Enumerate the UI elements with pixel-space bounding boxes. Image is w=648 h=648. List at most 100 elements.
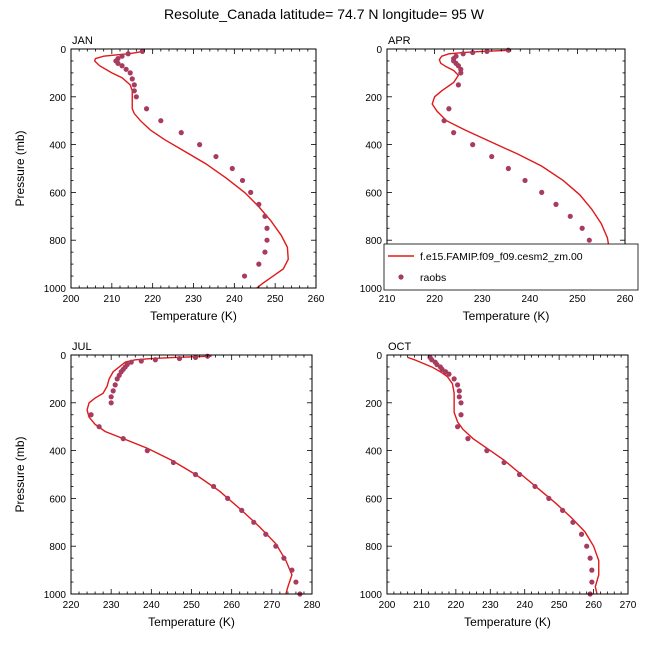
y-tick-label: 600 <box>49 494 66 505</box>
raobs-point <box>262 213 268 219</box>
x-tick-label: 230 <box>482 600 499 611</box>
raobs-point <box>589 579 595 585</box>
x-tick-label: 210 <box>103 294 120 305</box>
raobs-point <box>112 382 118 388</box>
x-tick-label: 240 <box>143 600 160 611</box>
raobs-point <box>120 436 126 442</box>
y-tick-label: 1000 <box>44 590 67 601</box>
y-tick-label: 400 <box>365 447 382 458</box>
raobs-point <box>131 82 137 88</box>
panel-apr: APR 210 220 230 240 250 260 0 200 400 600 800 1000 Te… <box>360 35 639 323</box>
y-tick-label: 800 <box>365 236 382 247</box>
plot-frame <box>70 354 313 595</box>
legend-dot-swatch <box>398 274 404 280</box>
x-tick-label: 250 <box>569 294 586 305</box>
x-tick-label: 270 <box>620 600 637 611</box>
raobs-point <box>127 70 133 76</box>
raobs-point <box>458 412 464 418</box>
raobs-point <box>256 261 262 267</box>
y-tick-label: 600 <box>49 188 66 199</box>
raobs-point <box>108 400 114 406</box>
y-tick-label: 200 <box>365 93 382 104</box>
raobs-point <box>446 106 452 112</box>
raobs-point <box>470 142 476 148</box>
y-tick-label: 0 <box>376 45 382 56</box>
raobs-point <box>281 555 287 561</box>
y-tick-label: 200 <box>49 399 66 410</box>
raobs-point <box>131 88 137 94</box>
raobs-point <box>579 225 585 231</box>
model-series-line <box>93 50 289 288</box>
raobs-point <box>119 53 125 59</box>
x-tick-label: 230 <box>103 600 120 611</box>
raobs-point <box>505 47 511 53</box>
x-tick-label: 240 <box>226 294 243 305</box>
raobs-point <box>570 519 576 525</box>
y-tick-label: 0 <box>60 351 66 362</box>
raobs-point <box>264 237 270 243</box>
y-tick-label: 1000 <box>44 284 67 295</box>
raobs-point <box>553 201 559 207</box>
y-tick-label: 0 <box>376 351 382 362</box>
raobs-point <box>170 459 177 466</box>
raobs-point <box>139 48 146 54</box>
x-tick-label: 250 <box>551 600 568 611</box>
legend-label-obs: raobs <box>420 272 446 284</box>
raobs-point <box>441 118 447 124</box>
x-tick-label: 240 <box>521 294 538 305</box>
y-axis-label: Pressure (mb) <box>13 130 27 206</box>
raobs-point <box>158 118 164 124</box>
model-series-line <box>86 355 293 594</box>
raobs-point <box>144 448 150 454</box>
raobs-point <box>567 213 573 219</box>
x-tick-label: 250 <box>267 294 284 305</box>
raobs-point <box>505 165 511 172</box>
raobs-point <box>539 189 545 195</box>
raobs-point <box>458 400 464 406</box>
raobs-point <box>192 354 199 360</box>
raobs-point <box>532 483 538 490</box>
raobs-point <box>489 153 495 160</box>
x-tick-label: 220 <box>63 600 80 611</box>
y-tick-label: 1000 <box>360 284 383 295</box>
figure-title: Resolute_Canada latitude= 74.7 N longitu… <box>164 6 484 22</box>
raobs-point <box>456 388 462 394</box>
raobs-point <box>460 51 466 57</box>
x-tick-label: 260 <box>223 600 240 611</box>
raobs-point <box>454 382 461 388</box>
raobs-point <box>578 531 585 537</box>
y-tick-label: 400 <box>49 141 66 152</box>
raobs-point <box>455 82 461 88</box>
x-tick-label: 220 <box>144 294 161 305</box>
raobs-point <box>256 201 262 207</box>
raobs-point <box>115 60 121 66</box>
raobs-point <box>192 471 199 478</box>
x-tick-label: 220 <box>448 600 465 611</box>
raobs-point <box>589 567 595 573</box>
raobs-point <box>108 394 114 400</box>
panel-label: APR <box>388 35 411 47</box>
raobs-point <box>119 63 125 69</box>
x-tick-label: 230 <box>474 294 491 305</box>
raobs-point <box>225 495 231 501</box>
raobs-point <box>123 66 129 72</box>
raobs-point <box>501 459 507 466</box>
raobs-point <box>125 51 131 57</box>
raobs-point <box>197 142 203 148</box>
raobs-point <box>96 424 102 430</box>
x-tick-label: 280 <box>304 600 321 611</box>
raobs-point <box>88 412 94 418</box>
raobs-point <box>456 394 462 400</box>
raobs-point <box>546 495 552 501</box>
x-tick-label: 240 <box>516 600 533 611</box>
plot-frame <box>70 48 317 289</box>
raobs-point <box>484 48 490 54</box>
legend-box <box>383 243 639 291</box>
raobs-point <box>458 66 464 72</box>
x-tick-label: 260 <box>585 600 602 611</box>
raobs-point <box>586 237 592 243</box>
y-tick-label: 0 <box>60 45 66 56</box>
raobs-point <box>128 359 134 365</box>
